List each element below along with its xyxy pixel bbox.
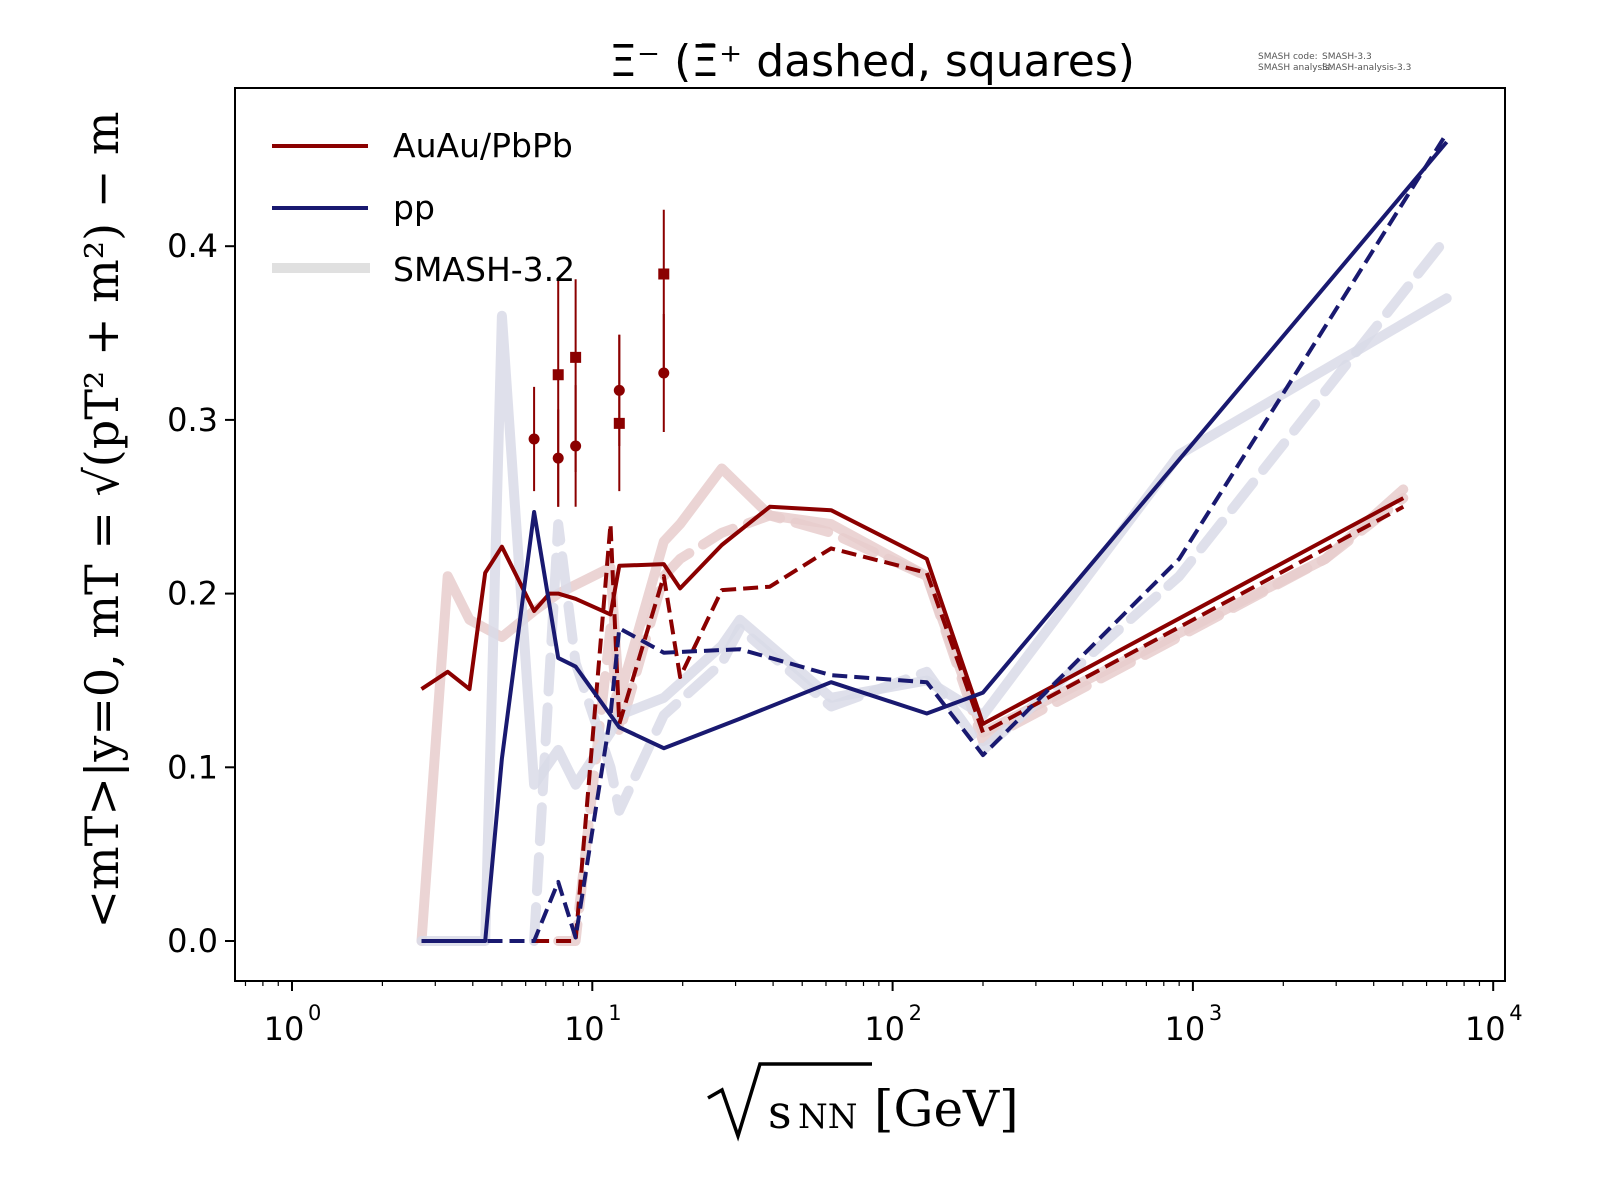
annotation-analysis-value: SMASH-analysis-3.3 [1322,63,1411,73]
series-line-auau-dashed [534,505,1405,943]
data-point-square [570,351,582,363]
x-tick-label: 10 [864,1010,905,1048]
x-axis-label-s: s [768,1085,792,1139]
data-point-circle [658,367,670,379]
y-axis: 0.0 0.1 0.2 0.3 0.4 [167,227,235,960]
data-point-square [613,417,625,429]
x-tick-label: 10 [264,1010,305,1048]
series-line-pp-dashed [421,132,1449,943]
legend-label-smash: SMASH-3.2 [393,250,575,289]
y-tick-label: 0.4 [167,227,218,265]
x-axis-label-sub: NN [798,1097,858,1137]
series-line-pp-dashed-smash32 [529,232,1452,946]
x-tick-label: 10 [564,1010,605,1048]
x-axis-label-unit: [GeV] [874,1080,1019,1138]
x-tick-label: 10 [1165,1010,1206,1048]
y-tick-label: 0.3 [167,401,218,439]
x-axis-label: s NN [GeV] [707,1062,1019,1142]
sqrt-symbol-x [707,1062,872,1142]
legend: AuAu/PbPb pp SMASH-3.2 [272,126,575,289]
legend-label-pp: pp [393,188,435,227]
data-point-square [658,268,670,280]
series-line-pp-solid [421,140,1449,943]
x-tick-label-exponent: 3 [1209,1001,1222,1025]
annotation-code-label: SMASH code: [1258,52,1318,62]
chart-title: Ξ⁻ (Ξ̄⁺ dashed, squares) [609,36,1135,87]
annotation-analysis-label: SMASH analysis: [1258,63,1332,73]
data-points-layer [528,209,670,507]
series-line-auau-solid [420,496,1405,726]
series-line-auau-solid-smash32 [416,463,1409,946]
annotation-code-value: SMASH-3.3 [1322,52,1372,62]
series-line-pp-solid-smash32 [416,293,1452,946]
y-axis-label: <mT>|y=0, mT = √(pT² + m²) − m [75,111,129,928]
x-tick-label-exponent: 4 [1509,1001,1522,1025]
y-tick-label: 0.0 [167,922,218,960]
y-tick-label: 0.1 [167,748,218,786]
y-axis-label-text: <mT>|y=0, mT = √(pT² + m²) − m [75,111,129,928]
data-point-circle [528,433,540,445]
x-tick-label-exponent: 1 [608,1001,621,1025]
version-annotation: SMASH code: SMASH-3.3 SMASH analysis: SM… [1258,52,1411,73]
y-tick-label: 0.2 [167,575,218,613]
x-tick-label: 10 [1465,1010,1506,1048]
x-tick-label-exponent: 0 [308,1001,321,1025]
series-layer [416,132,1452,946]
legend-label-auau: AuAu/PbPb [393,126,573,165]
data-point-square [552,369,564,381]
series-line-auau-dashed-smash32 [553,493,1409,946]
x-axis: 10 0 10 1 10 2 10 3 10 4 [244,981,1523,1048]
x-tick-label-exponent: 2 [909,1001,922,1025]
plot-frame [234,87,1506,982]
